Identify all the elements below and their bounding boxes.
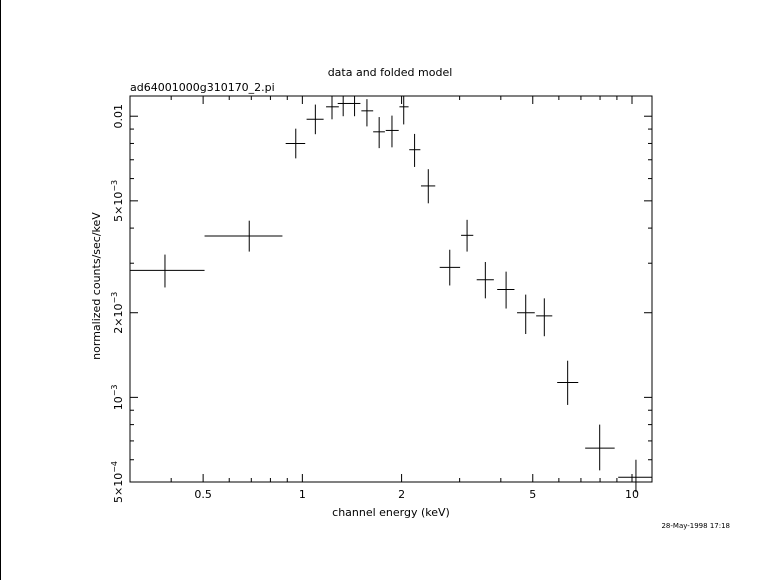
data-point bbox=[306, 104, 324, 135]
x-tick-label: 5 bbox=[529, 488, 536, 501]
data-point bbox=[517, 294, 535, 335]
data-point bbox=[349, 96, 361, 117]
chart-title: data and folded model bbox=[328, 66, 453, 79]
y-tick-label: 5×10−4 bbox=[110, 461, 125, 503]
data-point bbox=[585, 424, 615, 471]
data-point bbox=[409, 133, 421, 167]
data-point bbox=[337, 96, 351, 117]
data-point bbox=[130, 254, 205, 288]
data-point bbox=[557, 360, 579, 405]
x-axis-ticks: 0.5 1 2 5 10 bbox=[129, 96, 639, 501]
y-tick-label: 0.01 bbox=[112, 104, 125, 129]
x-axis-label: channel energy (keV) bbox=[332, 506, 450, 519]
x-tick-label: 2 bbox=[398, 488, 405, 501]
data-point bbox=[326, 96, 339, 120]
data-point bbox=[285, 128, 306, 159]
data-points bbox=[130, 96, 652, 493]
data-point bbox=[204, 220, 283, 252]
data-point bbox=[536, 298, 553, 337]
y-tick-label: 5×10−3 bbox=[110, 180, 125, 222]
data-point bbox=[420, 169, 436, 204]
x-tick-label: 10 bbox=[625, 488, 639, 501]
data-point bbox=[439, 249, 461, 286]
window-left-edge bbox=[0, 0, 1, 580]
data-point bbox=[618, 459, 652, 493]
x-tick-label: 1 bbox=[299, 488, 306, 501]
data-point bbox=[373, 117, 385, 149]
data-point bbox=[385, 115, 399, 148]
data-point bbox=[476, 262, 494, 299]
timestamp: 28-May-1998 17:18 bbox=[661, 522, 730, 530]
x-tick-label: 0.5 bbox=[194, 488, 212, 501]
y-axis-ticks: 5×10−4 10−3 2×10−3 5×10−3 0.01 bbox=[110, 104, 652, 503]
y-axis-label: normalized counts/sec/keV bbox=[90, 212, 103, 360]
y-tick-label: 2×10−3 bbox=[110, 292, 125, 334]
data-point bbox=[497, 271, 515, 309]
data-point bbox=[399, 96, 409, 125]
data-point bbox=[461, 219, 474, 252]
chart-subtitle: ad64001000g310170_2.pi bbox=[130, 81, 275, 94]
data-point bbox=[361, 99, 374, 127]
y-tick-label: 10−3 bbox=[110, 384, 125, 410]
plot-frame bbox=[129, 95, 653, 483]
